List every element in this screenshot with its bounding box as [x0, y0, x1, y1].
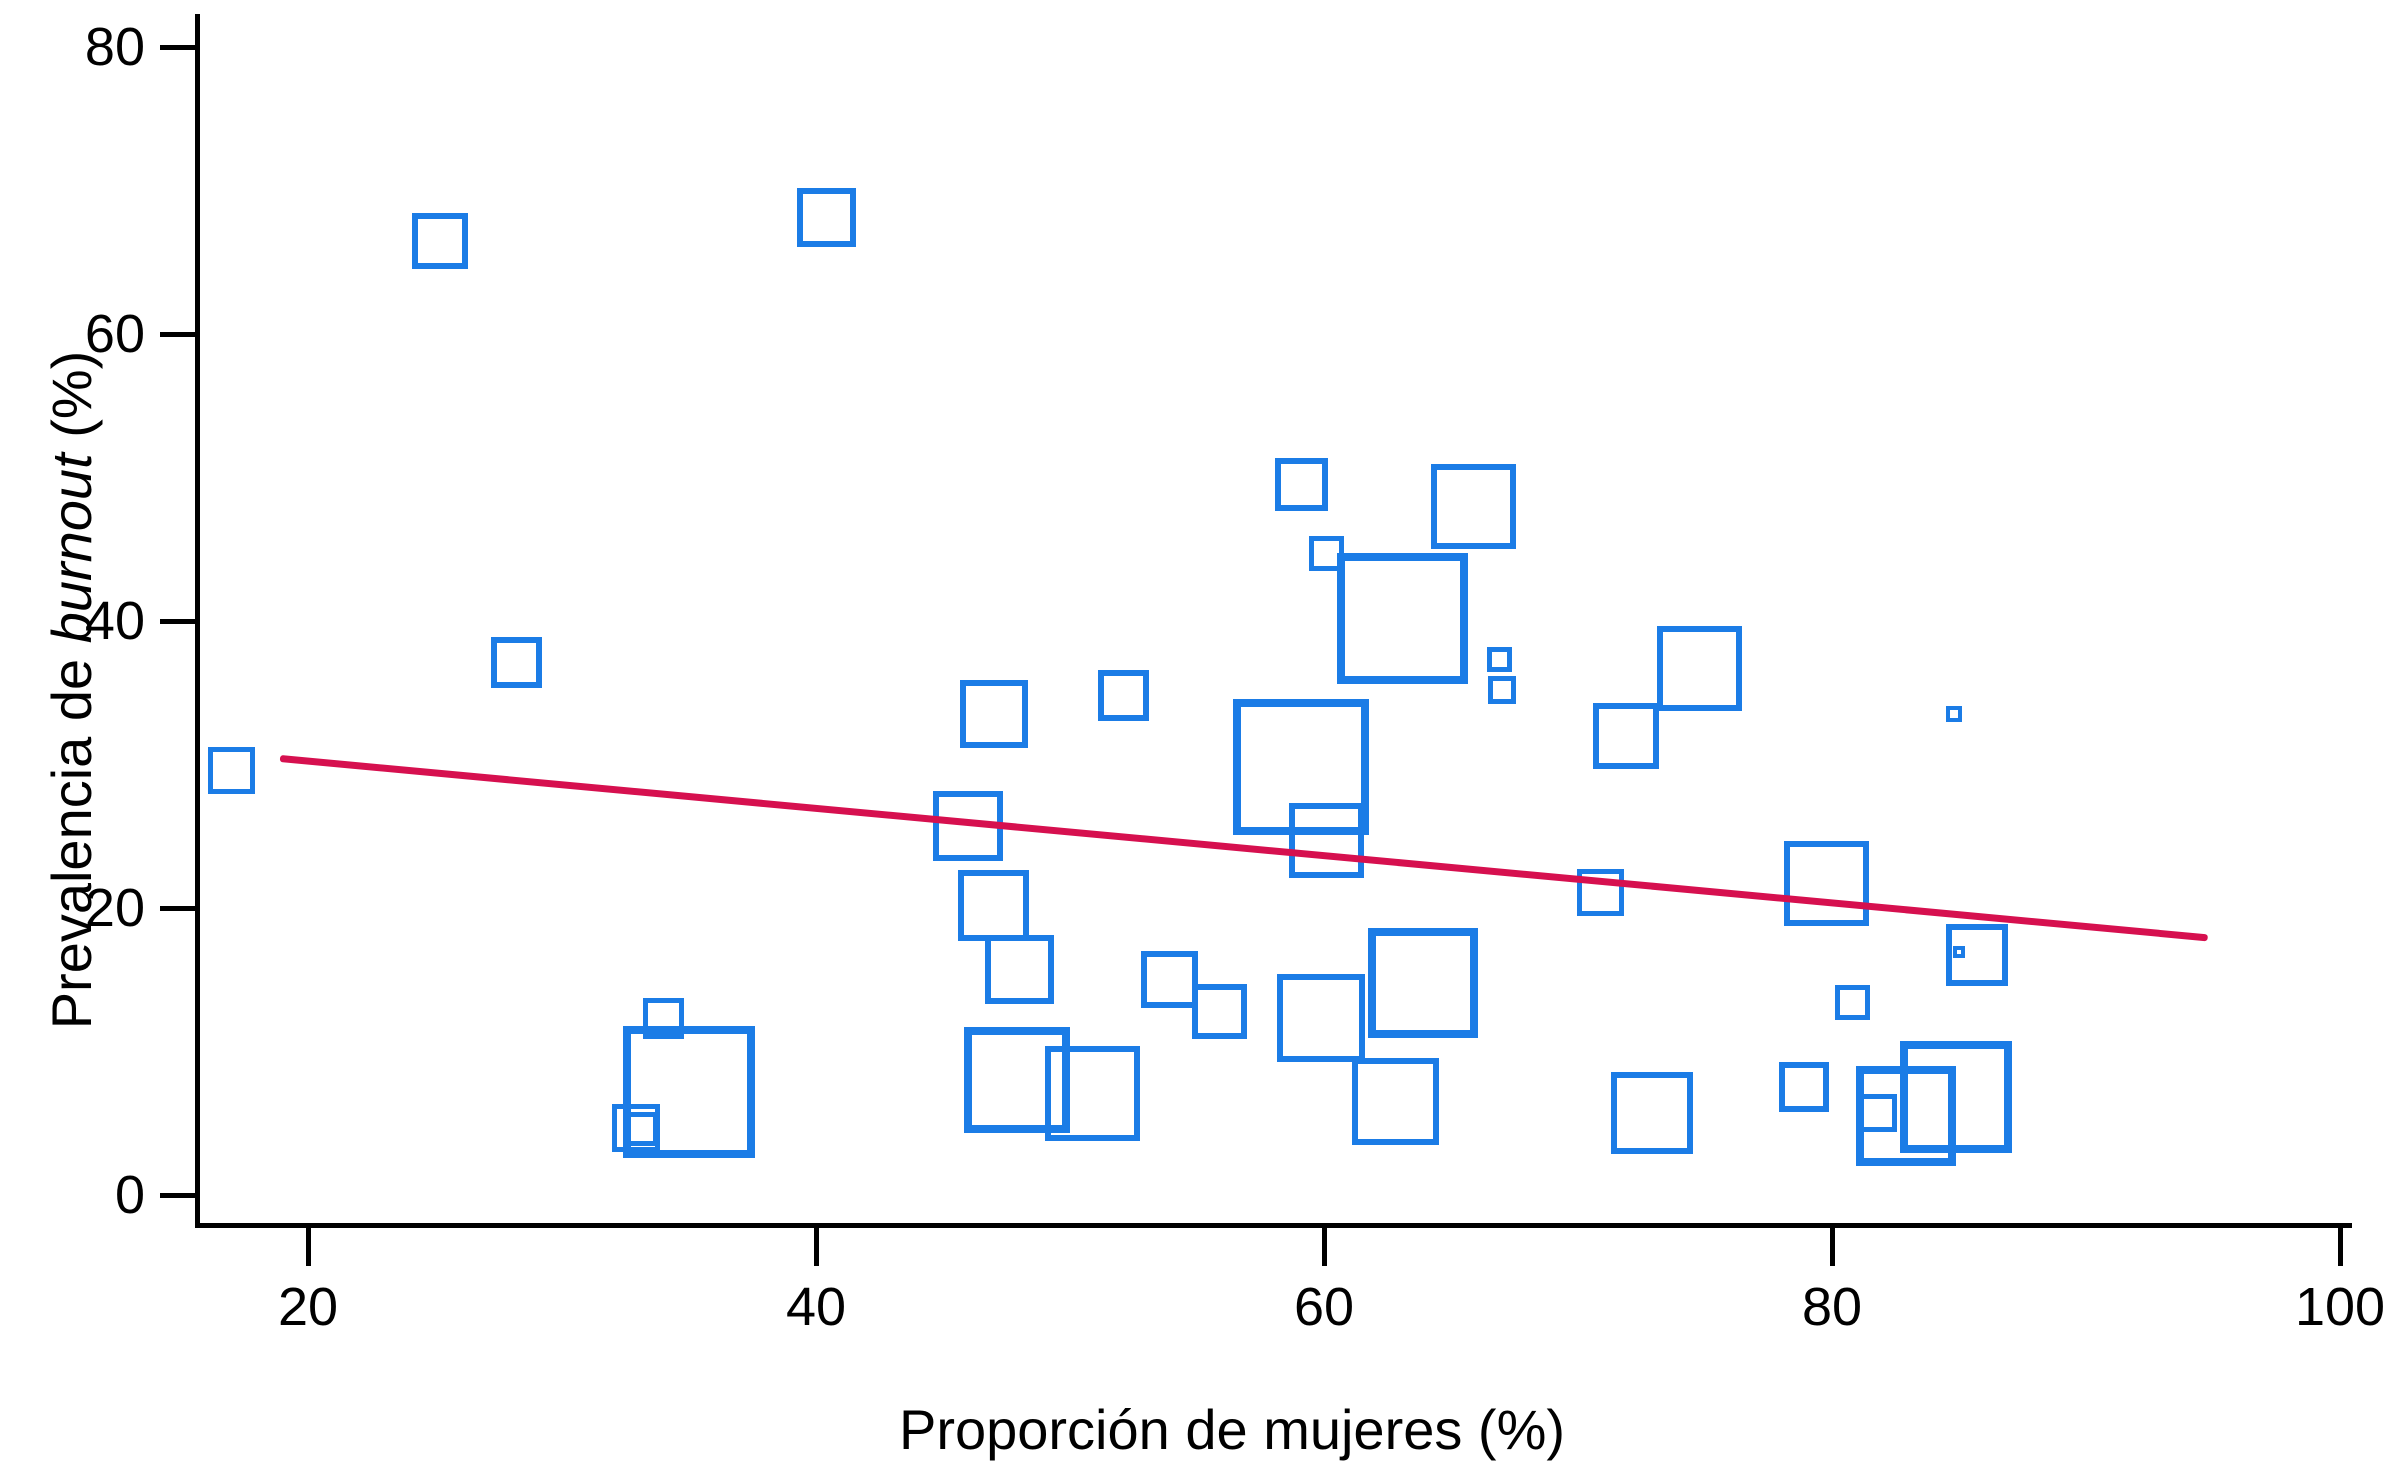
x-tick [305, 1228, 311, 1266]
data-point-marker [1487, 675, 1516, 704]
y-tick [160, 331, 195, 337]
data-point-marker [643, 997, 685, 1039]
data-point-marker [1368, 927, 1479, 1038]
data-point-marker [963, 1027, 1070, 1134]
data-point-marker [1045, 1045, 1141, 1141]
data-point-marker [1593, 702, 1660, 769]
x-tick [1829, 1228, 1835, 1266]
data-point-marker [1337, 552, 1469, 684]
x-tick-label: 40 [785, 1277, 847, 1337]
data-point-marker [1577, 868, 1625, 916]
y-tick-label: 40 [84, 591, 145, 651]
data-point-marker [958, 869, 1030, 941]
y-tick-label: 80 [84, 17, 145, 77]
x-tick-label: 100 [2294, 1277, 2383, 1337]
data-point-marker [1784, 841, 1870, 927]
data-point-marker [1900, 1041, 2013, 1154]
y-tick [160, 905, 195, 911]
y-axis-title-italic-word: burnout [40, 453, 103, 644]
data-point-marker [796, 188, 856, 248]
data-point-marker [1657, 625, 1743, 711]
data-point-marker [1779, 1062, 1830, 1113]
data-point-marker [1233, 699, 1370, 836]
data-point-marker [412, 212, 469, 269]
y-axis-title: Prevalencia de burnout (%) [40, 351, 103, 1030]
y-tick [160, 44, 195, 50]
data-point-marker [1140, 951, 1198, 1009]
x-axis-line [195, 1223, 2352, 1228]
y-axis-title-prefix: Prevalencia de [40, 643, 103, 1030]
data-point-marker [1858, 1094, 1897, 1133]
y-tick [160, 618, 195, 624]
y-tick-label: 20 [84, 878, 145, 938]
data-point-marker [1945, 924, 2008, 987]
data-point-marker [623, 1025, 755, 1158]
x-tick-label: 60 [1293, 1277, 1355, 1337]
x-tick [2337, 1228, 2343, 1266]
data-point-marker [1945, 706, 1962, 723]
x-tick-label: 80 [1801, 1277, 1863, 1337]
data-point-marker [1192, 983, 1248, 1039]
data-point-marker [1486, 647, 1512, 673]
x-tick [813, 1228, 819, 1266]
data-point-marker [208, 746, 256, 794]
x-tick [1321, 1228, 1327, 1266]
data-point-marker [1953, 946, 1965, 959]
x-axis-title: Proporción de mujeres (%) [898, 1398, 1566, 1461]
data-point-marker [1834, 985, 1870, 1021]
y-tick-label: 0 [114, 1165, 145, 1225]
y-axis-line [195, 14, 200, 1228]
data-point-marker [984, 935, 1054, 1005]
data-point-marker [959, 680, 1028, 749]
x-tick-label: 20 [277, 1277, 339, 1337]
data-point-marker [1351, 1058, 1439, 1146]
y-tick-label: 60 [84, 304, 145, 364]
data-point-marker [490, 637, 542, 689]
data-point-marker [1431, 463, 1517, 549]
data-point-marker [1289, 803, 1365, 879]
y-axis-title-suffix: (%) [40, 350, 103, 454]
data-point-marker [1277, 974, 1366, 1063]
data-point-marker [1274, 458, 1328, 512]
data-point-marker [1610, 1072, 1693, 1155]
y-tick [160, 1192, 195, 1198]
data-point-marker [623, 1111, 658, 1146]
data-point-marker [1097, 670, 1149, 722]
